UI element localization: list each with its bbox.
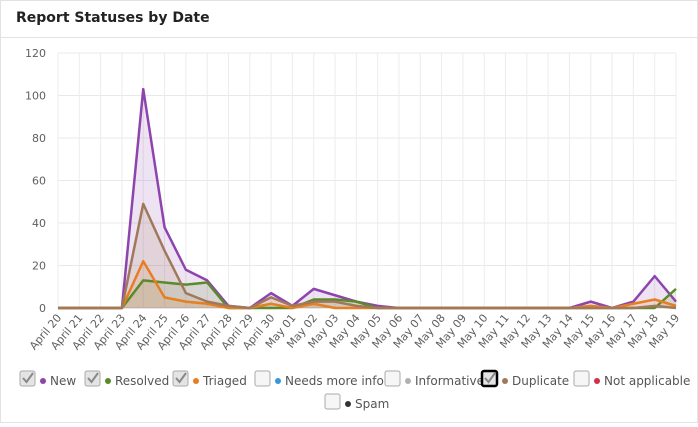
legend-label: Spam xyxy=(355,397,389,411)
legend-dot xyxy=(405,378,411,384)
y-tick-label: 100 xyxy=(25,90,46,103)
series-area xyxy=(58,280,676,308)
y-tick-label: 0 xyxy=(39,302,46,315)
y-tick-label: 80 xyxy=(32,132,46,145)
check-mark xyxy=(175,372,187,384)
legend-checkbox[interactable] xyxy=(384,370,401,387)
y-tick-label: 20 xyxy=(32,260,46,273)
legend-dot xyxy=(345,401,351,407)
legend-dot xyxy=(105,378,111,384)
check-mark xyxy=(22,372,34,384)
legend-item[interactable]: Spam xyxy=(324,393,389,411)
legend-label: Triaged xyxy=(202,374,247,388)
legend-item[interactable]: Needs more info xyxy=(254,370,384,388)
legend-dot xyxy=(193,378,199,384)
legend-checkbox[interactable] xyxy=(254,370,271,387)
legend-item[interactable]: Resolved xyxy=(84,370,169,388)
y-tick-label: 120 xyxy=(25,47,46,60)
legend-label: Needs more info xyxy=(285,374,384,388)
legend-dot xyxy=(275,378,281,384)
check-mark xyxy=(484,372,496,384)
legend-label: New xyxy=(50,374,76,388)
legend-dot xyxy=(40,378,46,384)
legend-dot xyxy=(594,378,600,384)
legend-label: Informative xyxy=(415,374,484,388)
check-mark xyxy=(87,372,99,384)
legend-item[interactable]: Triaged xyxy=(172,370,247,388)
legend-checkbox[interactable] xyxy=(573,370,590,387)
legend-label: Duplicate xyxy=(512,374,569,388)
legend-label: Not applicable xyxy=(604,374,690,388)
chart-title: Report Statuses by Date xyxy=(16,10,210,26)
y-tick-label: 40 xyxy=(32,217,46,230)
legend-item[interactable]: New xyxy=(19,370,76,388)
legend-label: Resolved xyxy=(115,374,169,388)
series-line xyxy=(58,202,677,310)
legend-checkbox[interactable] xyxy=(324,393,341,410)
legend-dot xyxy=(502,378,508,384)
y-tick-label: 60 xyxy=(32,175,46,188)
legend-item[interactable]: Not applicable xyxy=(573,370,690,388)
legend-item[interactable]: Informative xyxy=(384,370,484,388)
legend-item[interactable]: Duplicate xyxy=(480,369,569,388)
